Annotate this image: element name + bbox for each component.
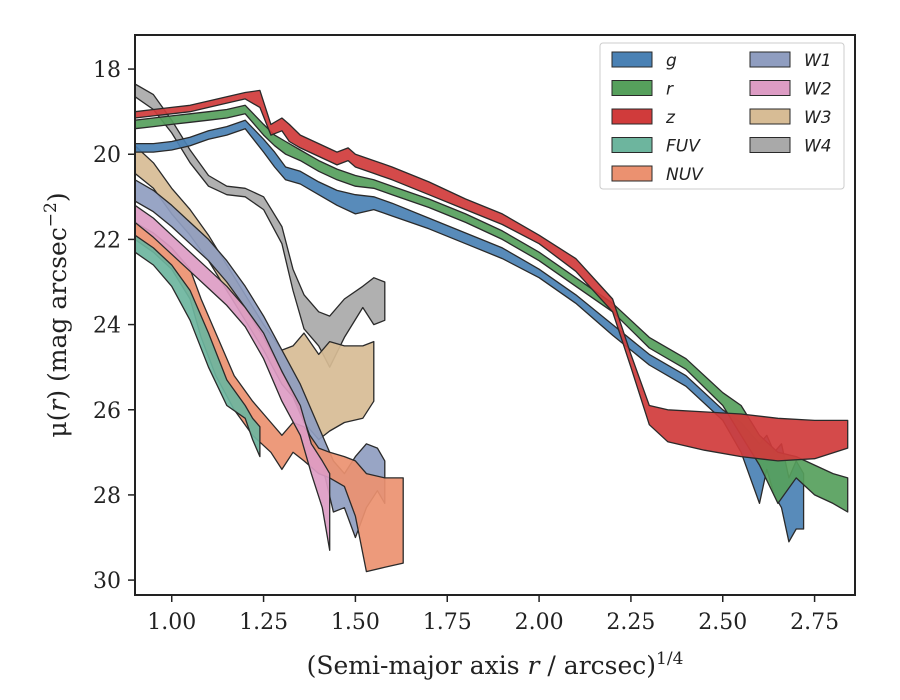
legend-swatch-z	[611, 108, 653, 125]
x-tick-label: 1.50	[331, 610, 380, 635]
y-tick-label: 20	[93, 143, 121, 168]
x-tick-label: 2.50	[698, 610, 747, 635]
legend-swatch-nuv	[611, 165, 653, 182]
series-band-w2	[135, 204, 331, 551]
plot-frame	[134, 34, 856, 596]
series-band-w3	[135, 145, 375, 441]
x-tick-label: 2.00	[515, 610, 564, 635]
legend-label-z: z	[665, 108, 676, 128]
y-axis-label: μ(r) (mag arcsec−2)	[41, 192, 72, 437]
legend-swatch-w2	[749, 80, 791, 96]
y-tick-label: 18	[93, 58, 121, 83]
y-axis-label-sup: −2	[41, 202, 61, 227]
x-axis-label-main: (Semi-major axis	[307, 651, 528, 680]
ticks-layer: 1.00 1.25 1.50 1.75 2.00 2.25 2.50 2.75 18 20 22 24…	[93, 58, 839, 635]
legend-label-fuv: FUV	[666, 137, 701, 157]
legend: grz FUV NUV W1 W2 W3 W4	[599, 42, 845, 190]
legend-swatch-fuv	[611, 137, 653, 153]
x-axis-label-sup: 1/4	[656, 649, 683, 669]
series-layer	[135, 83, 849, 573]
y-axis-label-var: r	[43, 398, 72, 412]
x-axis-label: (Semi-major axis r / arcsec)1/4	[307, 649, 684, 680]
x-tick-label: 2.25	[606, 610, 655, 635]
legend-label-w1: W1	[804, 51, 832, 71]
legend-label-g: g	[666, 51, 677, 71]
legend-swatch-w4	[749, 137, 791, 153]
y-tick-label: 30	[93, 569, 121, 594]
y-tick-label: 24	[93, 314, 121, 339]
x-tick-label: 1.00	[147, 610, 196, 635]
y-axis-label-end: ) (mag arcsec	[43, 227, 72, 400]
y-axis-label-main: μ(	[43, 412, 72, 438]
x-tick-label: 1.25	[239, 610, 288, 635]
y-tick-label: 22	[93, 228, 121, 253]
legend-swatch-r	[611, 80, 653, 96]
y-axis-label-close: )	[43, 192, 72, 202]
legend-swatch-w3	[749, 108, 791, 125]
x-tick-label: 1.75	[423, 610, 472, 635]
legend-label-w3: W3	[804, 108, 832, 128]
x-axis-label-mid: / arcsec)	[539, 651, 656, 680]
x-tick-label: 2.75	[790, 610, 839, 635]
y-tick-label: 26	[93, 399, 121, 424]
legend-label-nuv: NUV	[666, 165, 704, 185]
series-band-r	[135, 104, 849, 513]
x-axis-label-var: r	[528, 651, 542, 680]
series-band-fuv	[135, 234, 261, 458]
y-tick-label: 28	[93, 484, 121, 509]
series-band-g	[135, 119, 805, 543]
legend-swatch-g	[611, 51, 653, 68]
legend-label-w2: W2	[804, 80, 832, 100]
series-band-z	[135, 89, 849, 462]
legend-label-w4: W4	[804, 137, 832, 157]
legend-label-r: r	[666, 80, 674, 100]
legend-swatch-w1	[749, 51, 791, 68]
